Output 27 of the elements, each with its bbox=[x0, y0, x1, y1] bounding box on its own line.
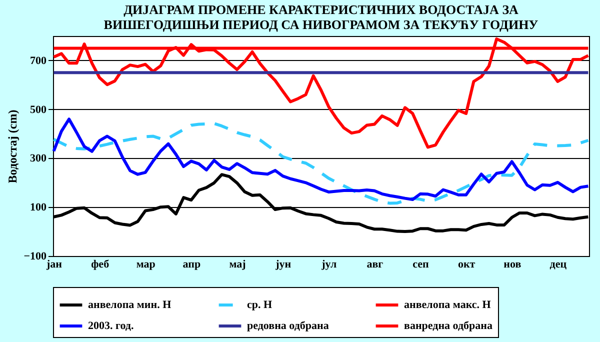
y-tick-label: 100 bbox=[30, 202, 47, 214]
legend-label: ванредна одбрана bbox=[404, 320, 493, 332]
y-tick-label: 700 bbox=[30, 54, 47, 67]
x-tick-label: мај bbox=[229, 258, 246, 270]
x-tick-label: мар bbox=[136, 258, 156, 270]
legend-label: редовна одбрана bbox=[247, 320, 330, 332]
legend-label: анвелопа мин. H bbox=[88, 299, 172, 311]
x-tick-label: авг bbox=[366, 258, 384, 270]
legend-label: анвелопа макс. H bbox=[404, 299, 492, 311]
x-tick-label: јан bbox=[46, 258, 63, 270]
legend-label: 2003. год. bbox=[88, 320, 134, 332]
text: ДИЈАГРАМ ПРОМЕНЕ КАРАКТЕРИСТИЧНИХ ВОДОСТАЈА ЗА bbox=[124, 2, 518, 17]
line-series bbox=[52, 37, 590, 149]
legend-label: ср. H bbox=[247, 299, 272, 311]
y-tick-label: −100 bbox=[24, 250, 47, 262]
x-tick-label: феб bbox=[91, 258, 110, 270]
x-tick-label: јун bbox=[274, 258, 292, 270]
x-tick-label: јул bbox=[320, 258, 337, 270]
x-tick-label: окт bbox=[458, 258, 476, 270]
y-tick-label: 300 bbox=[30, 152, 47, 165]
x-tick-label: сеп bbox=[412, 258, 430, 270]
y-tick-label: 500 bbox=[30, 104, 47, 116]
x-tick-label: дец bbox=[550, 258, 568, 270]
y-axis-title: Водостај (cm) bbox=[6, 110, 20, 184]
text: ВИШЕГОДИШЊИ ПЕРИОД СА НИВОГРАМОМ ЗА ТЕКУЋУ ГОДИНУ bbox=[104, 17, 538, 32]
x-tick-label: нов bbox=[504, 258, 522, 270]
x-tick-label: апр bbox=[182, 258, 201, 270]
